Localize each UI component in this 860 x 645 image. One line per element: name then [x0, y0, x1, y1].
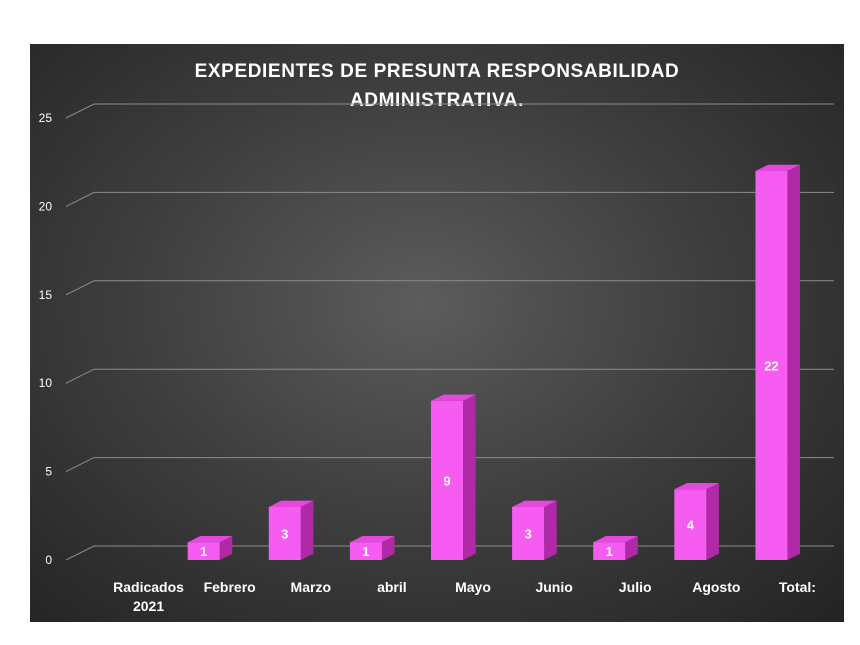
bar-2: 3: [268, 500, 314, 560]
x-label-0: Radicados 2021: [113, 579, 184, 614]
bar-front-3: [349, 542, 382, 560]
y-axis-ticks: 0 5 10 15 20 25: [39, 111, 53, 567]
y-tick-label-5: 5: [45, 465, 52, 479]
bar-3: 1: [349, 536, 395, 560]
chart-title-line-1: EXPEDIENTES DE PRESUNTA RESPONSABILIDAD: [195, 61, 680, 82]
x-label-6-line-0: Julio: [619, 579, 652, 595]
x-label-4-line-0: Mayo: [455, 579, 491, 595]
bar-8: 22: [755, 164, 801, 561]
data-label-4: 9: [443, 473, 450, 488]
bar-top-5: [512, 500, 557, 507]
bar-top-1: [187, 536, 233, 543]
bar-front-6: [593, 542, 626, 560]
bar-top-8: [755, 164, 801, 172]
data-label-2: 3: [281, 526, 288, 541]
gridline-15: [65, 280, 834, 296]
bar-7: 4: [674, 482, 719, 560]
bar-front-7: [674, 489, 707, 560]
bar-4: 9: [431, 394, 476, 560]
bar-side-2: [300, 500, 314, 560]
bar-side-7: [706, 482, 719, 560]
y-tick-label-10: 10: [39, 376, 53, 390]
bar-side-4: [463, 394, 476, 560]
gridline-20: [65, 191, 834, 207]
y-tick-label-20: 20: [39, 199, 53, 213]
data-label-8: 22: [764, 359, 778, 374]
x-label-5-line-0: Junio: [535, 579, 572, 595]
gridline-5: [65, 457, 834, 473]
x-label-3: abril: [377, 579, 407, 595]
bar-side-8: [787, 164, 801, 561]
y-tick-label-25: 25: [39, 111, 53, 125]
gridline-25: [65, 103, 834, 119]
y-tick-label-15: 15: [39, 288, 53, 302]
bar-side-3: [381, 536, 395, 560]
x-label-8: Total:: [779, 579, 816, 595]
bar-side-6: [625, 536, 638, 560]
x-label-5: Junio: [535, 579, 572, 595]
gridlines: [65, 103, 834, 561]
x-label-0-line-1: 2021: [133, 598, 164, 614]
data-label-5: 3: [524, 526, 531, 541]
bar-top-6: [593, 536, 638, 543]
bar-top-4: [431, 394, 476, 401]
x-label-3-line-0: abril: [377, 579, 407, 595]
bar-side-1: [219, 536, 233, 560]
x-label-1-line-0: Febrero: [204, 579, 256, 595]
bar-5: 3: [512, 500, 557, 560]
data-label-6: 1: [606, 544, 613, 559]
x-axis-labels: Radicados 2021 Febrero Marzo abril Mayo Junio J…: [113, 579, 816, 614]
bar-top-7: [674, 482, 719, 490]
data-label-7: 4: [687, 518, 695, 533]
gridline-0: [65, 545, 834, 561]
bars: 1 3 1 9 3 1 4 22: [187, 164, 801, 561]
x-label-1: Febrero: [204, 579, 256, 595]
bar-front-8: [755, 171, 788, 561]
x-label-0-line-0: Radicados: [113, 579, 184, 595]
bar-front-5: [512, 506, 545, 560]
bar-top-3: [349, 536, 395, 543]
data-label-1: 1: [200, 544, 207, 559]
x-label-4: Mayo: [455, 579, 491, 595]
x-label-8-line-0: Total:: [779, 579, 816, 595]
bar-1: 1: [187, 536, 233, 560]
x-label-2-line-0: Marzo: [291, 579, 331, 595]
x-label-7: Agosto: [692, 579, 740, 595]
bar-top-2: [268, 500, 314, 507]
x-label-7-line-0: Agosto: [692, 579, 740, 595]
chart-title-line-2: ADMINISTRATIVA.: [350, 90, 524, 111]
bar-front-1: [187, 542, 220, 560]
bar-front-4: [431, 400, 463, 560]
y-tick-label-0: 0: [45, 553, 52, 567]
bar-side-5: [544, 500, 557, 560]
gridline-10: [65, 368, 834, 384]
data-label-3: 1: [362, 544, 369, 559]
bar-6: 1: [593, 536, 638, 560]
bar-front-2: [268, 506, 301, 560]
x-label-6: Julio: [619, 579, 652, 595]
x-label-2: Marzo: [291, 579, 331, 595]
